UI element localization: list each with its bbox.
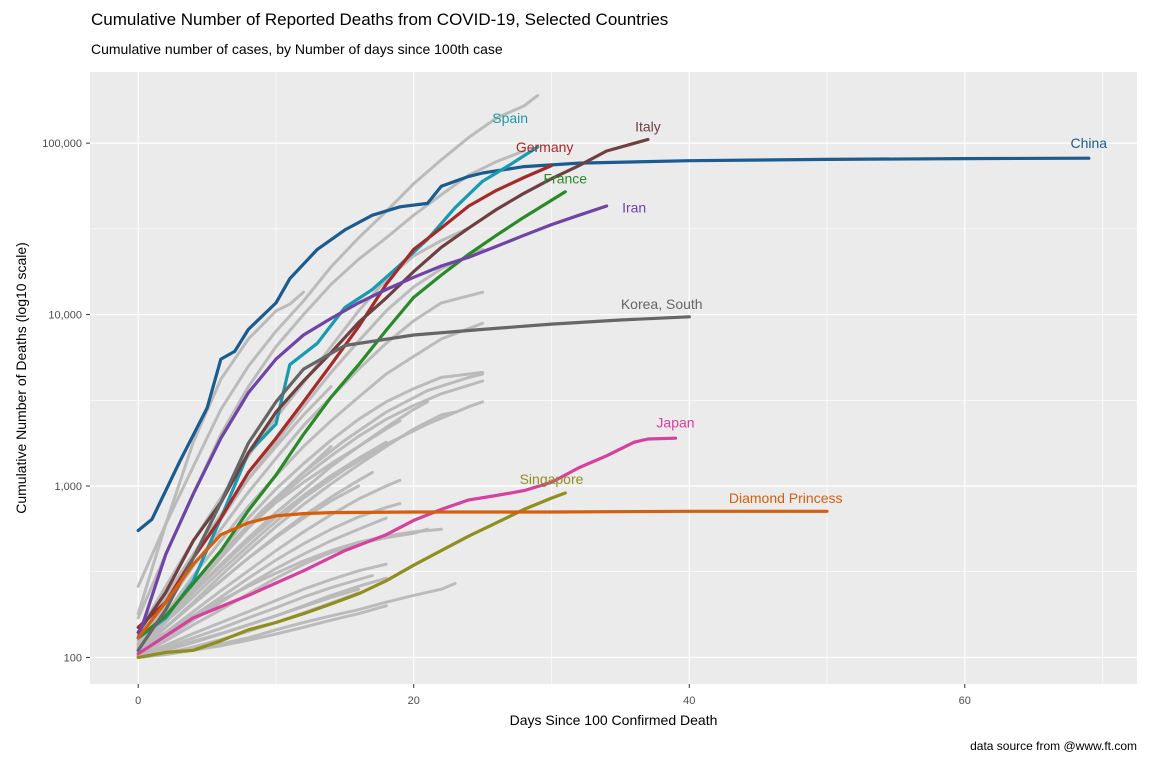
x-tick-label: 40 xyxy=(683,695,695,707)
y-tick-label: 100 xyxy=(64,652,82,664)
y-tick-label: 100,000 xyxy=(42,138,82,150)
series-label-spain: Spain xyxy=(492,110,528,126)
series-line-background xyxy=(136,527,443,652)
series-line-iran xyxy=(136,204,609,640)
series-line-background xyxy=(136,587,361,658)
series-line-background xyxy=(136,290,305,616)
series-label-singapore: Singapore xyxy=(520,471,584,487)
chart-subtitle: Cumulative number of cases, by Number of… xyxy=(91,41,503,57)
series-line-background xyxy=(136,478,402,656)
y-tick-label: 1,000 xyxy=(54,481,82,493)
series-line-china xyxy=(136,156,1091,533)
series-line-background xyxy=(136,379,485,652)
series-label-japan: Japan xyxy=(656,414,694,430)
y-tick-label: 10,000 xyxy=(48,310,82,322)
series-label-france: France xyxy=(543,171,587,187)
series-line-singapore xyxy=(136,491,567,659)
series-line-diamond-princess xyxy=(136,509,829,640)
series-line-background xyxy=(136,93,540,588)
series-label-italy: Italy xyxy=(635,119,661,135)
series-line-background xyxy=(136,562,388,658)
series-line-background xyxy=(136,516,388,656)
series-line-background xyxy=(136,400,485,647)
chart-title: Cumulative Number of Reported Deaths fro… xyxy=(91,10,669,29)
series-line-background xyxy=(136,574,374,658)
x-tick-label: 0 xyxy=(135,695,141,707)
highlighted-series-group xyxy=(136,137,1091,659)
series-line-korea-south xyxy=(136,315,691,652)
y-axis-title: Cumulative Number of Deaths (log10 scale… xyxy=(13,242,29,514)
x-axis-title: Days Since 100 Confirmed Death xyxy=(510,712,718,728)
series-line-background xyxy=(136,484,361,654)
series-line-background xyxy=(136,321,485,649)
x-tick-label: 60 xyxy=(959,695,971,707)
series-line-japan xyxy=(136,436,678,656)
series-label-china: China xyxy=(1070,135,1107,151)
series-line-france xyxy=(136,190,567,640)
series-label-diamond-princess: Diamond Princess xyxy=(729,490,843,506)
series-line-background xyxy=(136,440,388,651)
grid-major xyxy=(90,72,1137,684)
x-axis: 0 20 40 60 xyxy=(135,684,971,707)
x-tick-label: 20 xyxy=(408,695,420,707)
series-label-korea-south: Korea, South xyxy=(621,296,703,312)
series-label-germany: Germany xyxy=(516,139,574,155)
chart-caption: data source from @www.ft.com xyxy=(970,739,1137,753)
grid-minor xyxy=(90,72,1137,684)
y-axis: 100 1,000 10,000 100,000 xyxy=(42,138,90,664)
plot-panel xyxy=(90,72,1137,684)
series-labels-group: China Spain Germany Italy France Iran Korea, S… xyxy=(492,110,1107,506)
series-label-iran: Iran xyxy=(622,200,646,216)
